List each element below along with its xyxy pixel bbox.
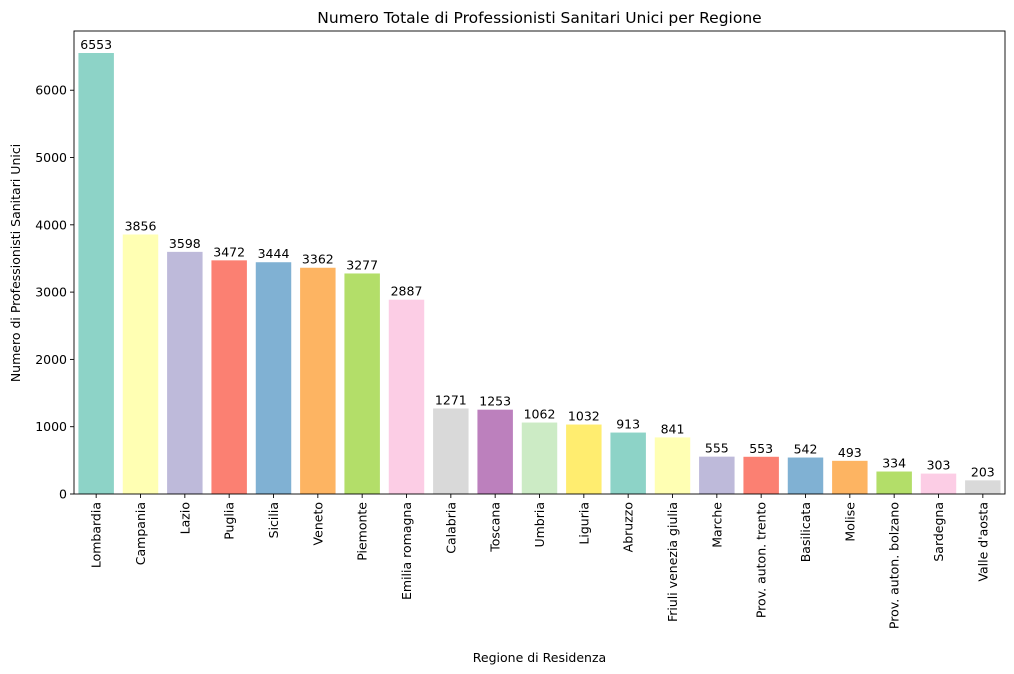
bar-value-label: 1271 (435, 392, 467, 407)
y-tick-label: 5000 (35, 150, 67, 165)
x-tick-label: Lazio (177, 502, 192, 534)
x-tick-label: Lombardia (89, 502, 104, 568)
bar-9 (477, 409, 513, 494)
x-tick-label: Valle d'aosta (975, 502, 990, 582)
x-tick-label: Campania (133, 502, 148, 565)
chart-title: Numero Totale di Professionisti Sanitari… (317, 9, 761, 27)
bar-5 (300, 267, 336, 494)
x-tick-label: Liguria (576, 502, 591, 545)
x-tick-label: Emilia romagna (399, 502, 414, 600)
bar-7 (388, 299, 425, 494)
bar-3 (211, 260, 247, 494)
bar-value-label: 542 (794, 442, 818, 457)
y-axis-label: Numero di Professionisti Sanitari Unici (8, 144, 23, 382)
bar-0 (78, 53, 114, 495)
y-tick-label: 4000 (35, 217, 67, 232)
x-tick-label: Sardegna (931, 502, 946, 562)
bar-value-label: 841 (661, 421, 685, 436)
y-tick-label: 6000 (35, 83, 67, 98)
x-tick-label: Puglia (222, 502, 237, 540)
bar-18 (876, 471, 912, 494)
bar-value-label: 1062 (524, 407, 556, 422)
y-tick-label: 3000 (35, 285, 67, 300)
bar-value-label: 203 (971, 464, 995, 479)
x-tick-label: Prov. auton. bolzano (887, 502, 902, 629)
bar-15 (743, 456, 779, 494)
bar-value-label: 3277 (346, 257, 378, 272)
bar-value-label: 1032 (568, 409, 600, 424)
x-tick-label: Toscana (488, 502, 503, 553)
bar-value-label: 3598 (169, 236, 201, 251)
bar-value-label: 334 (882, 456, 906, 471)
x-tick-label: Calabria (443, 502, 458, 554)
bar-8 (433, 408, 469, 494)
bar-1 (122, 234, 159, 495)
x-tick-label: Abruzzo (621, 502, 636, 552)
bars-group (78, 53, 1001, 495)
bar-value-label: 493 (838, 445, 862, 460)
x-tick-label: Basilicata (798, 502, 813, 562)
y-axis: 0 1000 2000 3000 4000 5000 6000 (35, 83, 74, 502)
plot-frame (73, 30, 1006, 495)
bar-10 (521, 422, 558, 494)
bar-value-label: 2887 (391, 284, 423, 299)
bar-4 (255, 262, 292, 494)
bar-13 (654, 437, 691, 494)
bar-value-label: 303 (927, 458, 951, 473)
x-tick-label: Veneto (310, 502, 325, 545)
bar-value-label: 555 (705, 441, 729, 456)
bar-12 (610, 432, 646, 494)
bar-value-label: 1253 (479, 394, 511, 409)
bar-value-label: 3444 (258, 246, 290, 261)
x-tick-label: Piemonte (355, 502, 370, 561)
x-axis: Lombardia Campania Lazio Puglia Sicilia Venet… (89, 494, 990, 629)
bar-value-label: 553 (749, 441, 773, 456)
x-tick-label: Marche (709, 502, 724, 548)
y-tick-label: 1000 (35, 419, 67, 434)
bar-labels-group: 6553 3856 3598 3472 3444 3362 3277 2887 1271 1253… (80, 37, 995, 479)
bar-value-label: 3856 (125, 219, 157, 234)
bar-16 (787, 457, 824, 494)
bar-value-label: 3472 (213, 244, 245, 259)
bar-14 (699, 456, 735, 494)
x-tick-label: Sicilia (266, 502, 281, 538)
y-tick-label: 2000 (35, 352, 67, 367)
x-tick-label: Molise (842, 502, 857, 542)
bar-2 (167, 251, 203, 494)
bar-20 (965, 480, 1001, 494)
x-tick-label: Umbria (532, 502, 547, 548)
bar-11 (566, 424, 602, 494)
bar-17 (832, 460, 868, 494)
y-tick-label: 0 (59, 487, 67, 502)
x-tick-label: Prov. auton. trento (754, 502, 769, 618)
bar-value-label: 913 (616, 417, 640, 432)
bar-6 (344, 273, 380, 494)
bar-19 (920, 473, 957, 494)
x-tick-label: Friuli venezia giulia (665, 502, 680, 622)
bar-value-label: 6553 (80, 37, 112, 52)
x-axis-label: Regione di Residenza (473, 650, 606, 665)
bar-value-label: 3362 (302, 252, 334, 267)
